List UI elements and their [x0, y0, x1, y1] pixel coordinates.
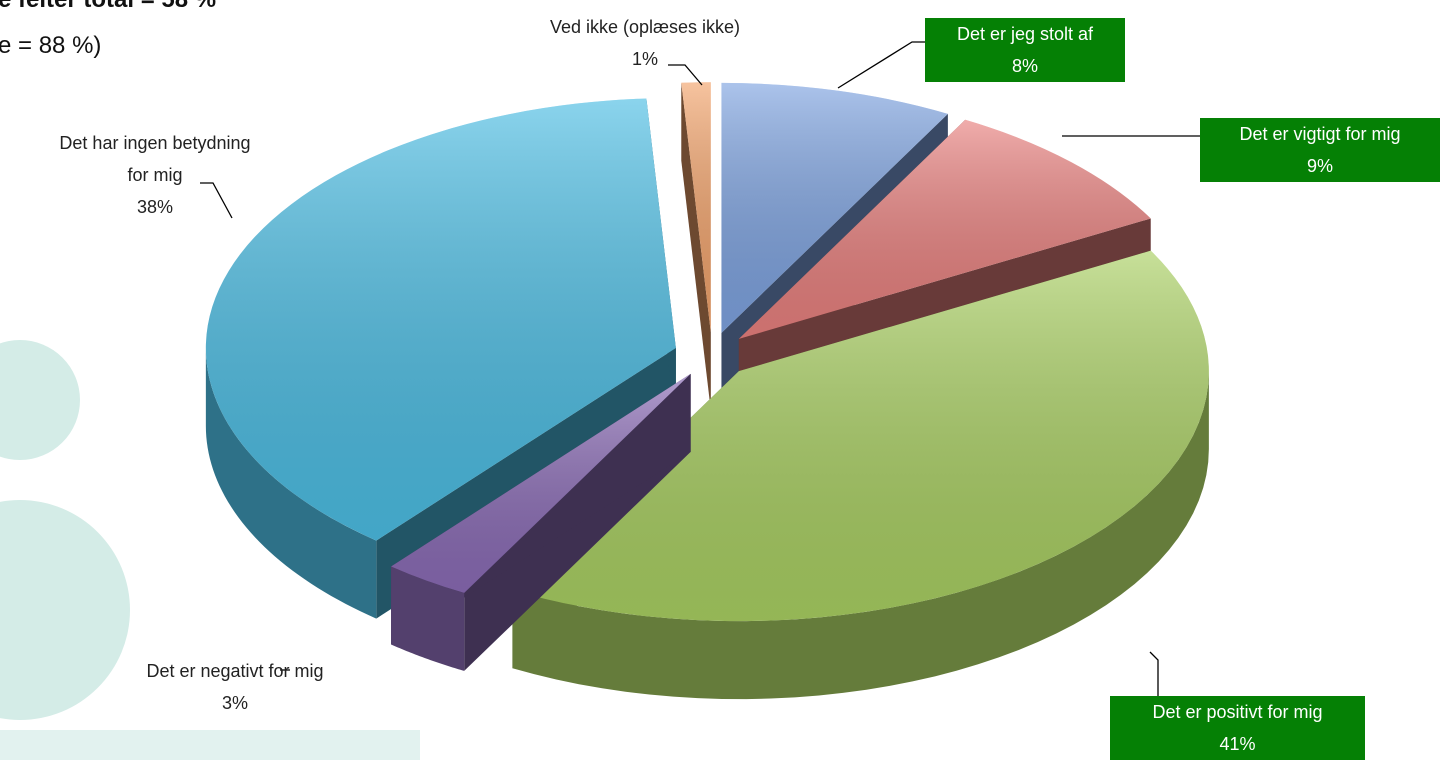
value-label: 1% [631, 49, 658, 69]
slice-gloss [721, 82, 948, 333]
slice-side [512, 371, 1209, 700]
category-label: Det er vigtigt for mig [1239, 124, 1401, 144]
label: Det er negativt for mig 3% [100, 655, 370, 719]
label: Det har ingen betydning for mig 38% [10, 127, 300, 223]
annotation: e felter total = 58 % [0, 0, 216, 14]
slice-wall [681, 82, 711, 411]
category-label: Det er negativt for mig [146, 661, 324, 681]
label: Ved ikke (oplæses ikke) 1% [505, 11, 785, 75]
leader-line [1149, 651, 1159, 696]
leader-line [837, 41, 925, 89]
label-box: Det er positivt for mig 41% [1110, 696, 1365, 760]
value-label: 38% [136, 197, 174, 217]
leader-line [200, 182, 233, 219]
decor-circle [0, 500, 130, 720]
value-label: 41% [1219, 734, 1256, 754]
category-label: Ved ikke (oplæses ikke) [549, 17, 741, 37]
category-label: Det er jeg stolt af [956, 24, 1094, 44]
category-label: Det har ingen betydning for mig [59, 133, 251, 185]
leader-line [668, 64, 703, 86]
slice-gloss [738, 119, 1151, 339]
slice-gloss [512, 250, 1209, 622]
annotation: e = 88 %) [0, 32, 102, 59]
slice [681, 82, 711, 411]
value-label: 8% [1011, 56, 1038, 76]
decor-band [0, 730, 420, 760]
value-label: 9% [1306, 156, 1333, 176]
slice-gloss [205, 98, 676, 541]
label-box: Det er vigtigt for mig 9% [1200, 118, 1440, 182]
slice-side [391, 566, 465, 671]
slice-side [205, 347, 377, 619]
decor-circle [0, 340, 80, 460]
background-decor [0, 340, 420, 760]
slice [391, 373, 691, 671]
slice-gloss [391, 373, 691, 593]
slice-gloss [681, 82, 711, 333]
label-box: Det er jeg stolt af 8% [925, 18, 1125, 82]
value-label: 3% [221, 693, 248, 713]
category-label: Det er positivt for mig [1152, 702, 1323, 722]
